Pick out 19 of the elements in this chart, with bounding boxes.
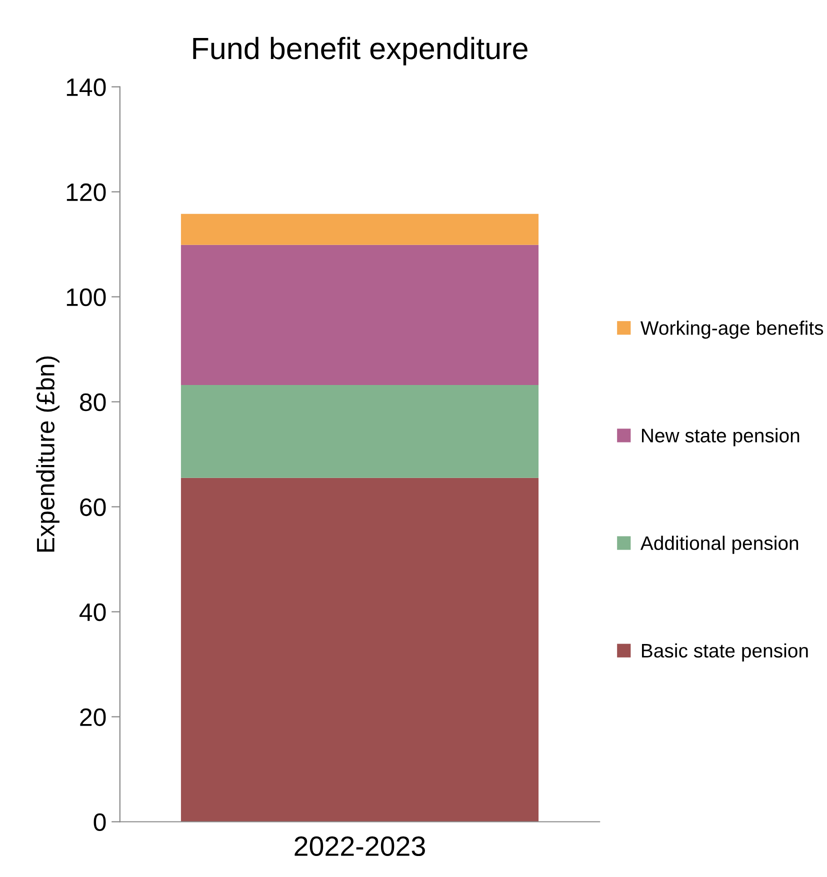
legend-label: Basic state pension bbox=[642, 643, 808, 662]
y-tick-label: 100 bbox=[66, 288, 106, 306]
y-tick-label: 60 bbox=[80, 498, 106, 516]
bar bbox=[180, 244, 539, 385]
y-tick-label: 20 bbox=[80, 708, 106, 726]
bar bbox=[180, 214, 539, 245]
y-tick-label: 0 bbox=[94, 813, 106, 832]
y-axis-title: Expenditure (£bn) bbox=[36, 356, 60, 552]
chart-title: Fund benefit expenditure bbox=[193, 36, 528, 66]
y-tick-label: 80 bbox=[80, 393, 106, 412]
bar bbox=[180, 384, 539, 478]
x-tick-label: 2022-2023 bbox=[294, 836, 425, 856]
legend-label: Additional pension bbox=[640, 536, 798, 554]
legend-label: Working-age benefits bbox=[640, 320, 824, 339]
legend-label: New state pension bbox=[642, 428, 800, 446]
y-tick-label: 140 bbox=[66, 78, 106, 96]
y-tick-label: 40 bbox=[79, 603, 106, 622]
y-tick-label: 120 bbox=[66, 183, 106, 202]
bar bbox=[180, 478, 539, 822]
